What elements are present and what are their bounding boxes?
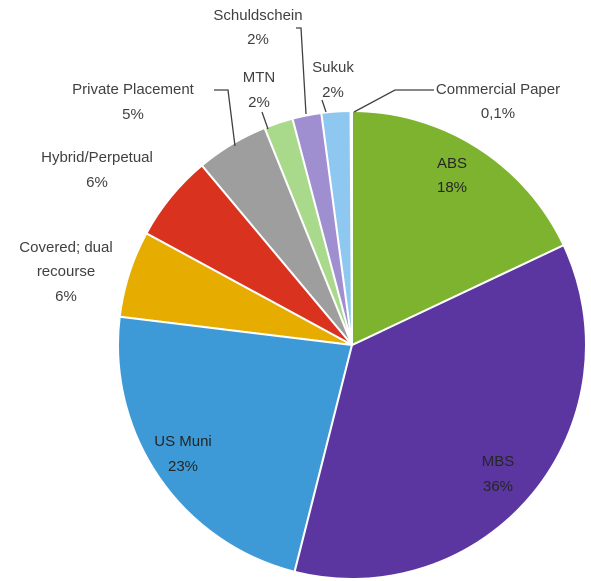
slice-label: Commercial Paper — [435, 81, 561, 98]
value-label: 0,1% — [480, 105, 516, 122]
leader-line — [353, 89, 434, 113]
value-label: 2% — [248, 94, 270, 111]
pie-slice — [293, 243, 587, 580]
slice-label: Covered; dual recourse — [19, 239, 113, 280]
leader-line — [214, 89, 236, 147]
pie-slice — [351, 109, 565, 347]
leader-line — [261, 111, 269, 130]
slice-label: Sukuk — [312, 59, 354, 76]
leader-line — [296, 27, 307, 115]
slice-label: Schuldschein — [213, 7, 303, 24]
pie-slice — [117, 315, 354, 574]
value-label: 6% — [55, 288, 77, 305]
value-label: 6% — [86, 174, 108, 191]
value-label: 5% — [122, 106, 144, 123]
slice-label: Private Placement — [72, 81, 194, 98]
leader-line — [321, 99, 327, 113]
slice-label: US Muni — [154, 433, 212, 450]
value-label: 18% — [436, 179, 468, 196]
slice-label: MBS — [481, 453, 515, 470]
value-label: 2% — [322, 84, 344, 101]
slice-label: ABS — [436, 155, 468, 172]
value-label: 36% — [482, 478, 514, 495]
leader-lines — [214, 27, 434, 147]
value-label: 2% — [247, 31, 269, 48]
slice-label: MTN — [242, 69, 276, 86]
slice-label: Hybrid/Perpetual — [41, 149, 153, 166]
value-label: 23% — [167, 458, 199, 475]
